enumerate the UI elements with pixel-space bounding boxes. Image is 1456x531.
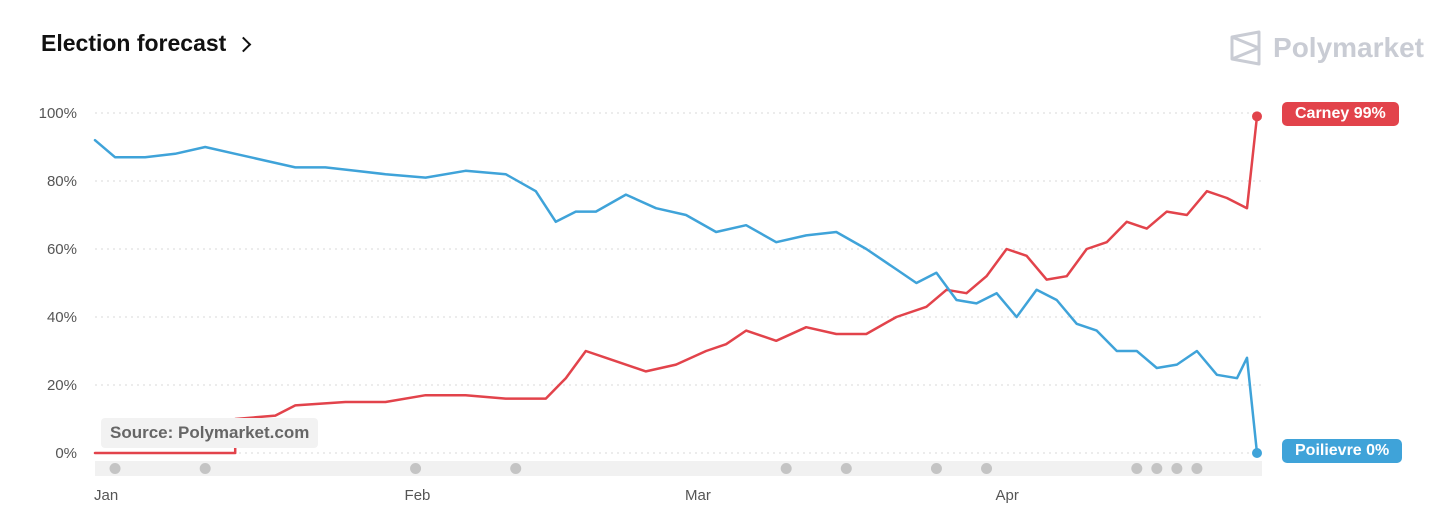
event-marker bbox=[780, 463, 792, 474]
chart-title: Election forecast bbox=[41, 30, 227, 56]
event-markers bbox=[109, 463, 1203, 474]
event-marker bbox=[1191, 463, 1203, 474]
event-marker bbox=[840, 463, 852, 474]
series-lines bbox=[93, 115, 1259, 455]
y-tick-label: 40% bbox=[47, 309, 77, 326]
y-axis: 100% 80% 60% 40% 20% 0% bbox=[39, 105, 77, 462]
source-label: Source: Polymarket.com bbox=[101, 418, 319, 448]
carney-end-label: Carney 99% bbox=[1282, 102, 1399, 126]
y-tick-label: 0% bbox=[55, 445, 77, 462]
event-marker bbox=[199, 463, 211, 474]
event-marker bbox=[1151, 463, 1163, 474]
event-marker bbox=[1171, 463, 1183, 474]
poilievre-end-label: Poilievre 0% bbox=[1282, 439, 1403, 463]
x-tick-label: Jan bbox=[94, 487, 118, 504]
x-tick-label: Apr bbox=[996, 487, 1019, 504]
polymarket-logo-icon bbox=[1230, 30, 1261, 66]
event-marker-track bbox=[95, 461, 1262, 476]
series-end-dot-poilievre bbox=[1252, 448, 1262, 458]
event-marker bbox=[510, 463, 522, 474]
event-marker bbox=[930, 463, 942, 474]
y-tick-label: 60% bbox=[47, 241, 77, 258]
chart-title-link[interactable]: Election forecast bbox=[41, 30, 252, 57]
series-end-dots bbox=[1252, 111, 1262, 458]
polymarket-logo: Polymarket bbox=[1229, 30, 1424, 66]
series-line-carney bbox=[93, 115, 1259, 455]
grid-lines bbox=[95, 112, 1262, 454]
series-line-poilievre bbox=[93, 138, 1259, 455]
x-tick-label: Feb bbox=[405, 487, 431, 504]
x-tick-label: Mar bbox=[685, 487, 711, 504]
y-tick-label: 100% bbox=[39, 105, 77, 122]
x-axis: Jan Feb Mar Apr bbox=[94, 487, 1019, 504]
event-marker bbox=[109, 463, 121, 474]
event-marker bbox=[981, 463, 993, 474]
y-tick-label: 20% bbox=[47, 377, 77, 394]
series-end-dot-carney bbox=[1252, 111, 1262, 122]
event-marker bbox=[410, 463, 422, 474]
y-tick-label: 80% bbox=[47, 173, 77, 190]
brand-name: Polymarket bbox=[1273, 32, 1424, 63]
event-marker bbox=[1131, 463, 1143, 474]
